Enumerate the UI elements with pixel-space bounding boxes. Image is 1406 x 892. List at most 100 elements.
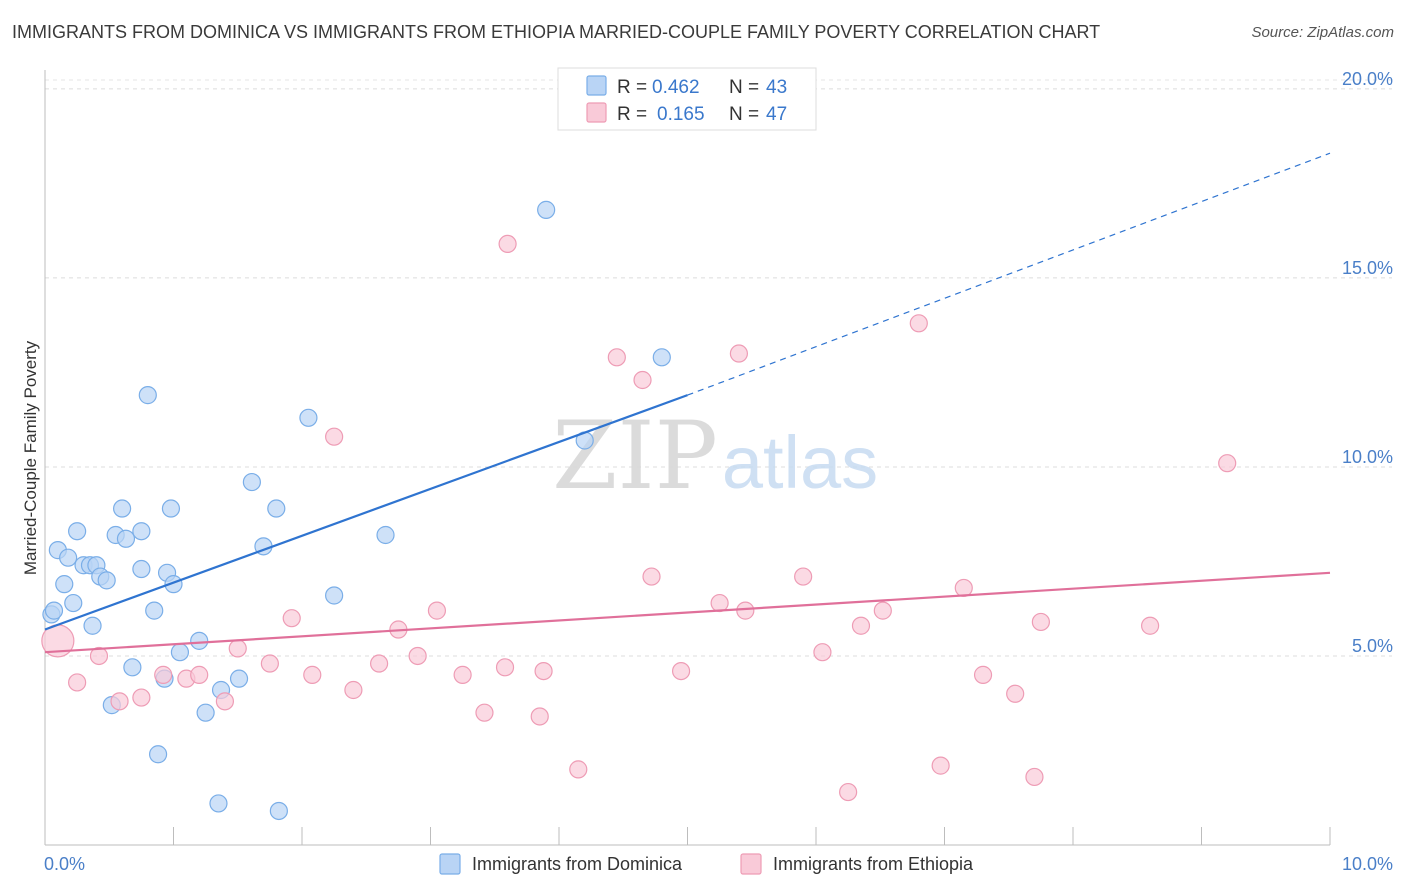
legend-swatch-dominica <box>439 853 461 875</box>
data-point <box>68 673 87 692</box>
data-point <box>68 522 87 541</box>
legend-label-ethiopia: Immigrants from Ethiopia <box>773 854 974 874</box>
stats-swatch-dominica <box>586 75 607 96</box>
y-tick-label: 20.0% <box>1342 69 1393 89</box>
data-point <box>164 575 183 594</box>
data-point <box>671 661 691 681</box>
data-point <box>325 586 344 605</box>
data-point <box>196 703 215 722</box>
data-point <box>498 234 517 254</box>
data-point <box>59 548 78 567</box>
data-point <box>1006 684 1025 703</box>
data-point <box>148 745 168 764</box>
data-point <box>873 601 892 620</box>
data-point <box>736 601 755 620</box>
data-point <box>370 654 389 673</box>
watermark-atlas: atlas <box>722 421 878 504</box>
legend-label-dominica: Immigrants from Dominica <box>472 854 683 874</box>
data-point <box>325 427 344 446</box>
y-tick-label: 5.0% <box>1352 636 1393 656</box>
gridlines <box>45 79 1392 657</box>
stats-r-value-dominica: 0.462 <box>652 77 700 98</box>
data-point <box>954 578 973 598</box>
data-point <box>729 344 749 363</box>
data-point <box>215 692 234 711</box>
data-point <box>453 665 472 684</box>
data-point <box>190 631 209 650</box>
stats-legend: R = 0.462 N = 43 R = 0.165 N = 47 <box>557 67 817 131</box>
data-point <box>132 522 151 541</box>
x-tick-label-min: 0.0% <box>44 854 85 874</box>
data-point <box>161 499 181 518</box>
data-point <box>931 756 950 775</box>
stats-n-label-ethiopia: N = <box>729 104 759 125</box>
source-credit: Source: ZipAtlas.com <box>1251 24 1394 41</box>
trend-line-dominica-extension <box>687 152 1331 396</box>
data-point <box>1140 616 1160 635</box>
data-point <box>344 680 363 700</box>
watermark-zip: ZIP <box>552 402 718 511</box>
series-legend: Immigrants from Dominica Immigrants from… <box>439 853 974 875</box>
stats-r-value-ethiopia: 0.165 <box>657 104 705 125</box>
data-point <box>376 525 395 545</box>
data-point <box>909 314 928 333</box>
data-point <box>299 408 318 427</box>
data-point <box>973 665 993 684</box>
trend-lines <box>44 152 1331 654</box>
data-point <box>652 348 671 367</box>
data-point <box>55 575 74 594</box>
y-tick-label: 10.0% <box>1342 447 1393 467</box>
data-point <box>110 692 129 711</box>
data-point <box>607 348 626 367</box>
data-point <box>242 472 261 492</box>
stats-n-value-ethiopia: 47 <box>766 104 787 125</box>
data-point <box>64 593 83 613</box>
data-point <box>170 643 190 662</box>
data-point <box>228 639 247 658</box>
data-point <box>132 688 151 707</box>
data-point <box>303 665 322 684</box>
y-tick-labels: 5.0% 10.0% 15.0% 20.0% <box>1342 69 1393 656</box>
zipatlas-watermark: ZIP atlas <box>552 402 878 511</box>
data-point <box>475 703 494 722</box>
data-point <box>209 794 228 813</box>
data-point <box>633 370 652 390</box>
data-point <box>282 609 301 628</box>
data-point <box>123 658 142 677</box>
series-ethiopia <box>41 234 1237 802</box>
data-point <box>260 654 279 673</box>
data-point <box>839 782 858 802</box>
data-point <box>569 760 588 779</box>
stats-n-label-dominica: N = <box>729 77 759 98</box>
data-point <box>229 669 249 688</box>
stats-r-label-dominica: R = <box>617 77 647 98</box>
data-point <box>145 601 164 620</box>
data-point <box>427 601 447 620</box>
stats-swatch-ethiopia <box>586 102 607 123</box>
data-point <box>154 665 173 684</box>
data-point <box>710 593 729 613</box>
data-point <box>89 646 109 666</box>
axes <box>44 70 1331 846</box>
legend-swatch-ethiopia <box>740 853 762 875</box>
x-tick-labels: 0.0% 10.0% <box>44 854 1393 874</box>
data-point <box>190 665 209 684</box>
y-tick-label: 15.0% <box>1342 258 1393 278</box>
y-axis-label: Married-Couple Family Poverty <box>21 340 40 575</box>
chart-title: IMMIGRANTS FROM DOMINICA VS IMMIGRANTS F… <box>12 22 1101 42</box>
data-point <box>537 200 556 219</box>
data-point <box>267 499 286 518</box>
data-point <box>813 643 832 662</box>
data-point <box>408 646 427 666</box>
data-point <box>851 616 871 635</box>
data-point <box>83 616 102 635</box>
data-point <box>1218 454 1237 473</box>
data-point <box>97 571 116 590</box>
data-point <box>1031 612 1050 632</box>
data-point <box>534 661 553 681</box>
data-point <box>132 559 151 579</box>
trend-line-dominica <box>44 394 688 631</box>
data-point <box>794 567 813 586</box>
stats-r-label-ethiopia: R = <box>617 104 647 125</box>
